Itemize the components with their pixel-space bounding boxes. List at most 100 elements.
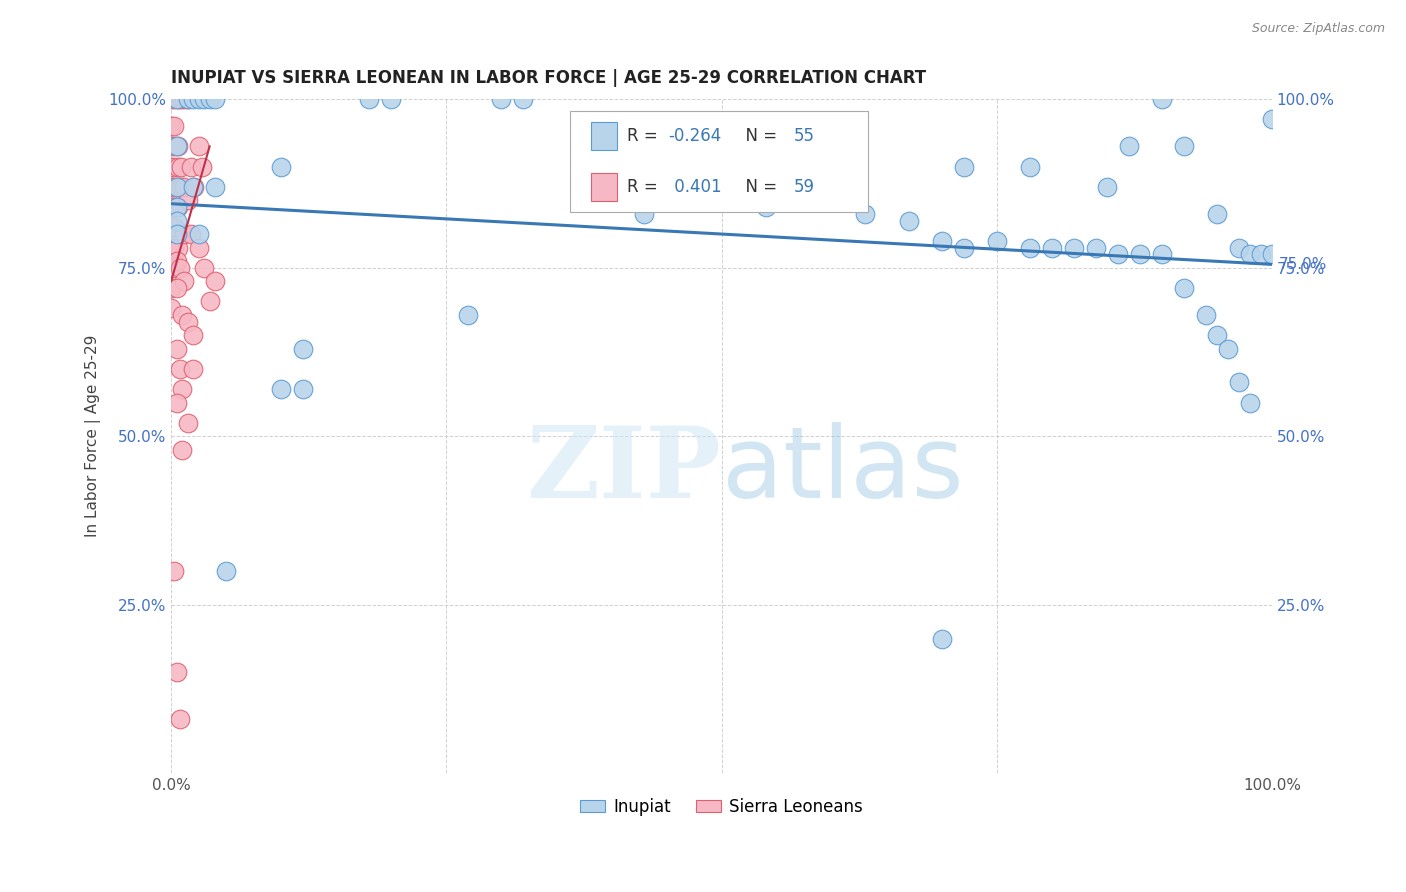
Point (166, 254, 188, 268)
Point (193, 92, 215, 106)
Point (181, 328, 204, 343)
Y-axis label: In Labor Force | Age 25-29: In Labor Force | Age 25-29 (86, 335, 101, 538)
Point (1084, 240, 1107, 254)
Point (163, 240, 186, 254)
Point (160, 301, 183, 316)
Point (187, 92, 209, 106)
Point (183, 179, 205, 194)
Point (163, 200, 186, 214)
Point (163, 92, 186, 106)
Point (173, 179, 195, 194)
Point (457, 308, 479, 322)
Text: Source: ZipAtlas.com: Source: ZipAtlas.com (1251, 22, 1385, 36)
Text: 75.0%: 75.0% (1279, 257, 1327, 272)
Point (173, 274, 195, 288)
Point (170, 160, 193, 174)
Point (853, 207, 876, 221)
Point (173, 227, 195, 241)
Point (170, 92, 193, 106)
Point (1118, 139, 1140, 153)
Point (1018, 240, 1040, 254)
Point (176, 315, 198, 329)
Point (931, 234, 953, 248)
Point (380, 92, 402, 106)
Point (160, 92, 183, 106)
Point (187, 227, 209, 241)
Point (166, 200, 188, 214)
Point (1107, 247, 1129, 261)
Point (952, 160, 974, 174)
Point (169, 362, 191, 376)
Point (166, 139, 188, 153)
Point (166, 342, 188, 356)
Point (952, 240, 974, 254)
Point (1063, 240, 1085, 254)
Point (176, 416, 198, 430)
Point (160, 240, 183, 254)
Point (1205, 328, 1227, 343)
Point (1150, 247, 1173, 261)
Point (173, 92, 195, 106)
Point (166, 200, 188, 214)
Point (163, 160, 186, 174)
Text: ZIP: ZIP (527, 422, 721, 518)
Point (160, 260, 183, 275)
Point (163, 179, 186, 194)
Point (163, 220, 186, 235)
Point (897, 213, 920, 227)
Point (198, 92, 221, 106)
Point (169, 713, 191, 727)
Point (1261, 247, 1284, 261)
Point (1227, 376, 1250, 390)
Point (491, 92, 513, 106)
Point (160, 200, 183, 214)
Point (166, 139, 188, 153)
FancyBboxPatch shape (591, 122, 617, 151)
Text: INUPIAT VS SIERRA LEONEAN IN LABOR FORCE | AGE 25-29 CORRELATION CHART: INUPIAT VS SIERRA LEONEAN IN LABOR FORCE… (172, 69, 927, 87)
Point (191, 160, 214, 174)
Point (215, 564, 238, 578)
Text: R =: R = (627, 128, 662, 145)
Point (163, 260, 186, 275)
Point (160, 220, 183, 235)
Text: atlas: atlas (721, 422, 963, 518)
Point (204, 92, 226, 106)
Point (160, 160, 183, 174)
Point (163, 564, 186, 578)
Point (170, 179, 193, 194)
Point (166, 395, 188, 409)
Point (180, 227, 202, 241)
Point (1216, 342, 1239, 356)
Point (931, 632, 953, 646)
Point (166, 281, 188, 295)
FancyBboxPatch shape (569, 111, 868, 212)
Point (1150, 92, 1173, 106)
Point (160, 281, 183, 295)
Point (292, 382, 315, 396)
Point (160, 119, 183, 133)
Point (187, 139, 209, 153)
Point (169, 260, 191, 275)
Point (181, 179, 204, 194)
Point (166, 92, 188, 106)
Point (163, 119, 186, 133)
Point (1018, 160, 1040, 174)
Point (172, 382, 194, 396)
Point (1250, 247, 1272, 261)
Point (172, 308, 194, 322)
Point (193, 260, 215, 275)
Point (270, 382, 292, 396)
Point (512, 92, 534, 106)
Point (1261, 112, 1284, 127)
Text: -0.264: -0.264 (669, 128, 721, 145)
Point (1095, 179, 1118, 194)
Point (166, 179, 188, 194)
Point (204, 274, 226, 288)
Point (181, 362, 204, 376)
Point (187, 240, 209, 254)
Text: N =: N = (735, 178, 782, 196)
Point (1239, 247, 1261, 261)
Point (166, 179, 188, 194)
Point (1173, 139, 1195, 153)
Point (166, 92, 188, 106)
